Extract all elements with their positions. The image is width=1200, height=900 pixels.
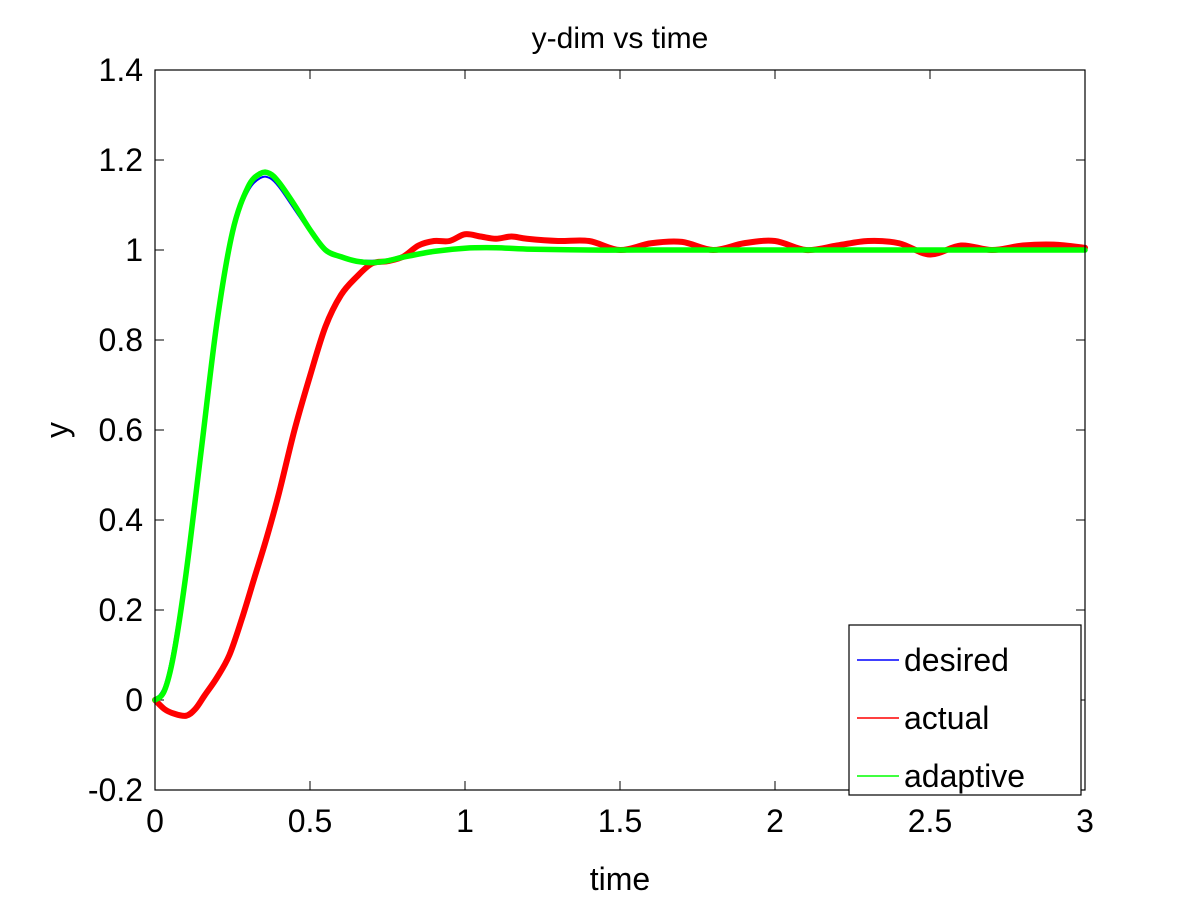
y-tick-label: 0: [125, 682, 143, 718]
x-axis: 0 0.5 1 1.5 2 2.5 3: [146, 70, 1094, 839]
series-line-actual: [152, 231, 1088, 719]
series-line-adaptive: [152, 169, 1088, 703]
plot-frame: [154, 69, 1086, 791]
y-tick-label: 0.6: [99, 412, 143, 448]
legend-label-adaptive: adaptive: [904, 758, 1025, 794]
legend-label-actual: actual: [904, 700, 989, 736]
y-tick-label: 0.2: [99, 592, 143, 628]
x-axis-label: time: [590, 861, 650, 897]
x-tick-label: 2: [766, 803, 784, 839]
y-tick-label: 1.4: [99, 52, 143, 88]
x-tick-label: 0: [146, 803, 164, 839]
legend: desired actual adaptive: [848, 624, 1082, 796]
x-tick-label: 3: [1076, 803, 1094, 839]
x-tick-label: 1: [456, 803, 474, 839]
x-tick-label: 0.5: [288, 803, 332, 839]
series-layer: [152, 169, 1088, 719]
y-axis-label: y: [39, 422, 75, 438]
y-tick-label: -0.2: [88, 772, 143, 808]
y-tick-label: 1.2: [99, 142, 143, 178]
y-tick-label: 0.4: [99, 502, 143, 538]
x-tick-label: 2.5: [908, 803, 952, 839]
legend-box: [848, 624, 1082, 796]
chart-title: y-dim vs time: [532, 22, 709, 55]
legend-label-desired: desired: [904, 642, 1009, 678]
y-tick-label: 0.8: [99, 322, 143, 358]
x-tick-label: 1.5: [598, 803, 642, 839]
y-axis: -0.2 0 0.2 0.4 0.6 0.8 1 1.2 1.4: [88, 52, 1085, 808]
y-tick-label: 1: [125, 232, 143, 268]
